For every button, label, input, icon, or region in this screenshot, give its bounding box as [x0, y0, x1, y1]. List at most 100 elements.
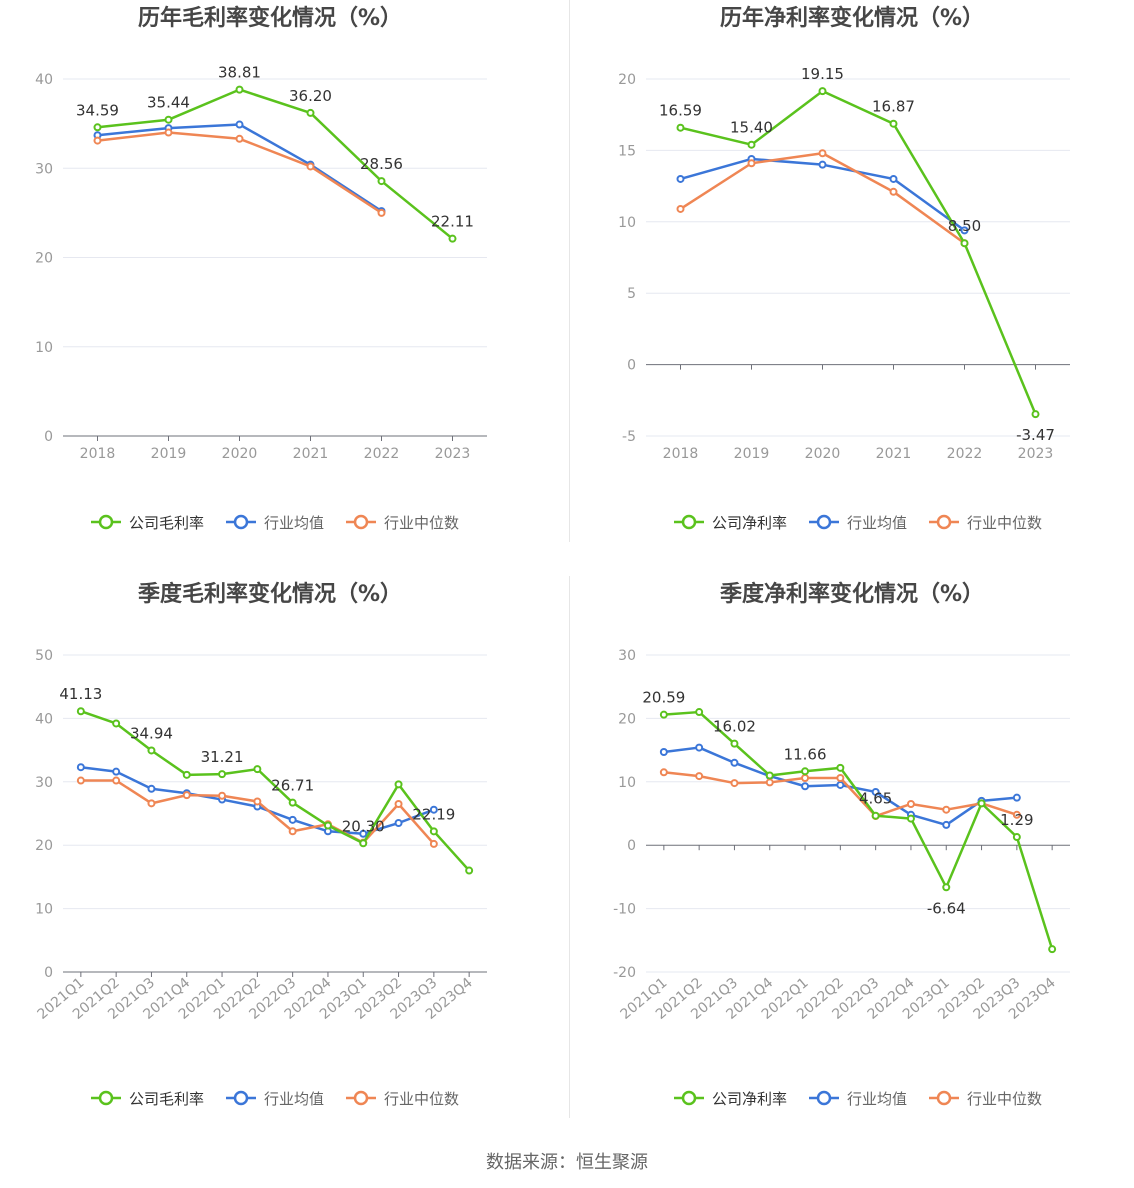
- data-point-company: [730, 739, 739, 748]
- data-point-company: [182, 770, 191, 779]
- data-point-company: [394, 780, 403, 789]
- series-line-company: [80, 710, 471, 872]
- data-label: 20.30: [342, 817, 385, 835]
- data-point-median: [218, 791, 227, 800]
- data-label: 34.59: [76, 101, 119, 119]
- data-point-median: [836, 773, 845, 782]
- y-tick-label: 10: [35, 902, 53, 918]
- legend: 公司净利率 行业均值 行业中位数: [674, 514, 1042, 532]
- data-point-company: [147, 746, 156, 755]
- data-point-avg: [394, 819, 403, 828]
- y-tick-label: 10: [35, 340, 53, 356]
- legend-item-company[interactable]: 公司毛利率: [91, 514, 204, 532]
- data-point-median: [288, 827, 297, 836]
- x-tick-label: 2018: [663, 446, 699, 462]
- data-point-avg: [1012, 793, 1021, 802]
- data-point-company: [448, 234, 457, 243]
- series-line-company: [663, 710, 1054, 950]
- y-tick-label: 30: [35, 161, 53, 177]
- legend-item-avg[interactable]: 行业均值: [809, 514, 907, 532]
- data-label: 20.59: [642, 689, 685, 707]
- data-point-avg: [730, 758, 739, 767]
- data-point-median: [889, 187, 898, 196]
- legend-circle-icon: [98, 1090, 114, 1106]
- legend-item-company[interactable]: 公司净利率: [674, 1090, 787, 1108]
- legend-item-avg[interactable]: 行业均值: [809, 1090, 907, 1108]
- y-tick-label: 30: [618, 648, 636, 664]
- legend-circle-icon: [816, 1090, 832, 1106]
- data-point-company: [1012, 833, 1021, 842]
- data-point-median: [765, 778, 774, 787]
- data-point-avg: [659, 748, 668, 757]
- data-point-company: [977, 799, 986, 808]
- legend-label: 行业均值: [264, 1090, 324, 1108]
- data-point-company: [765, 771, 774, 780]
- divider-top: [569, 0, 570, 542]
- data-point-median: [659, 768, 668, 777]
- data-point-company: [323, 821, 332, 830]
- data-point-median: [942, 805, 951, 814]
- y-tick-label: 40: [35, 711, 53, 727]
- y-tick-label: -5: [622, 429, 636, 445]
- legend-item-median[interactable]: 行业中位数: [346, 514, 459, 532]
- data-point-company: [235, 85, 244, 94]
- data-point-median: [112, 776, 121, 785]
- legend-label: 公司净利率: [712, 1090, 787, 1108]
- data-point-median: [695, 772, 704, 781]
- data-point-avg: [695, 743, 704, 752]
- x-tick-label: 2019: [151, 446, 187, 462]
- data-point-company: [93, 123, 102, 132]
- data-point-avg: [235, 120, 244, 129]
- y-tick-label: 10: [618, 775, 636, 791]
- chart-panel-3: 季度毛利率变化情况（%）010203040502021Q12021Q22021Q…: [35, 581, 487, 1108]
- data-label: 22.19: [412, 805, 455, 823]
- data-point-avg: [676, 174, 685, 183]
- data-point-median: [147, 799, 156, 808]
- data-point-company: [465, 866, 474, 875]
- legend-item-company[interactable]: 公司毛利率: [91, 1090, 204, 1108]
- data-point-company: [288, 798, 297, 807]
- y-tick-label: 50: [35, 648, 53, 664]
- legend-item-avg[interactable]: 行业均值: [226, 514, 324, 532]
- data-point-company: [164, 115, 173, 124]
- divider-bottom: [569, 576, 570, 1118]
- data-label: 35.44: [147, 94, 190, 112]
- legend-item-median[interactable]: 行业中位数: [929, 514, 1042, 532]
- data-point-avg: [147, 784, 156, 793]
- y-tick-label: 0: [627, 838, 636, 854]
- chart-title: 季度毛利率变化情况（%）: [138, 581, 402, 607]
- data-point-company: [1048, 945, 1057, 954]
- data-point-company: [377, 177, 386, 186]
- data-point-company: [359, 839, 368, 848]
- data-label: 16.87: [872, 98, 915, 116]
- data-label: 26.71: [271, 777, 314, 795]
- legend-item-median[interactable]: 行业中位数: [929, 1090, 1042, 1108]
- data-point-company: [659, 710, 668, 719]
- y-tick-label: 5: [627, 286, 636, 302]
- legend-item-median[interactable]: 行业中位数: [346, 1090, 459, 1108]
- data-point-company: [889, 119, 898, 128]
- y-tick-label: 20: [618, 72, 636, 88]
- y-tick-label: 20: [618, 711, 636, 727]
- chart-title: 季度净利率变化情况（%）: [720, 581, 984, 607]
- legend-label: 公司净利率: [712, 514, 787, 532]
- legend-label: 行业中位数: [967, 1090, 1042, 1108]
- y-tick-label: 15: [618, 143, 636, 159]
- data-label: 11.66: [784, 745, 827, 763]
- legend-circle-icon: [816, 514, 832, 530]
- data-label: -3.47: [1016, 426, 1055, 444]
- data-point-median: [676, 204, 685, 213]
- legend-label: 公司毛利率: [129, 1090, 204, 1108]
- legend-item-avg[interactable]: 行业均值: [226, 1090, 324, 1108]
- data-point-company: [818, 87, 827, 96]
- data-point-avg: [801, 782, 810, 791]
- data-point-median: [235, 134, 244, 143]
- series-line-company: [97, 88, 454, 240]
- y-tick-label: 0: [44, 965, 53, 981]
- legend-item-company[interactable]: 公司净利率: [674, 514, 787, 532]
- legend: 公司毛利率 行业均值 行业中位数: [91, 514, 459, 532]
- legend-label: 行业均值: [847, 514, 907, 532]
- x-tick-label: 2020: [222, 446, 258, 462]
- data-point-median: [93, 136, 102, 145]
